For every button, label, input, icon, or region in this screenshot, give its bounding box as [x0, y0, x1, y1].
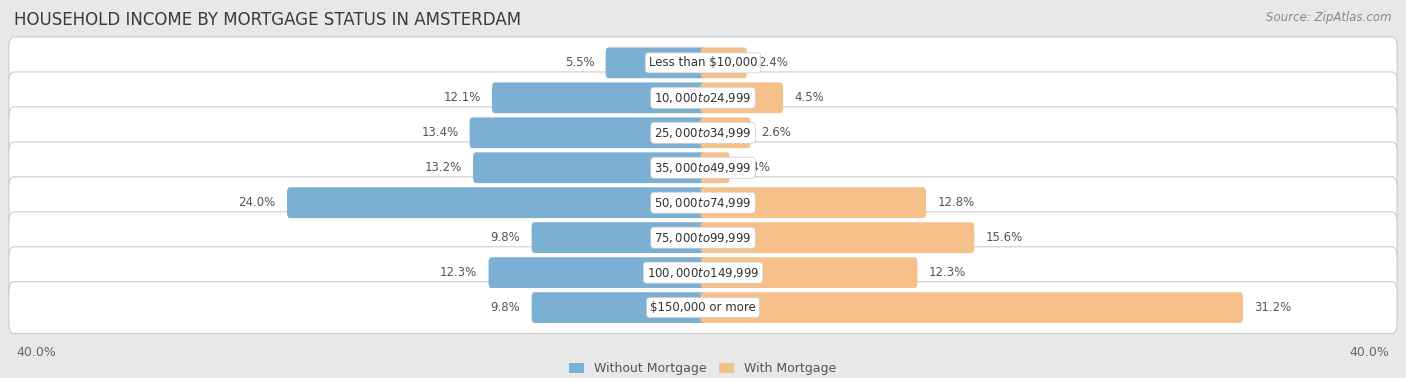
- Text: 9.8%: 9.8%: [491, 231, 520, 244]
- FancyBboxPatch shape: [531, 292, 706, 323]
- FancyBboxPatch shape: [531, 222, 706, 253]
- Text: 15.6%: 15.6%: [986, 231, 1022, 244]
- Text: 12.3%: 12.3%: [928, 266, 966, 279]
- Text: $25,000 to $34,999: $25,000 to $34,999: [654, 126, 752, 140]
- Legend: Without Mortgage, With Mortgage: Without Mortgage, With Mortgage: [564, 357, 842, 378]
- FancyBboxPatch shape: [8, 107, 1398, 159]
- FancyBboxPatch shape: [8, 247, 1398, 299]
- FancyBboxPatch shape: [700, 257, 918, 288]
- Text: 40.0%: 40.0%: [1350, 346, 1389, 359]
- Text: 12.8%: 12.8%: [938, 196, 974, 209]
- Text: 40.0%: 40.0%: [17, 346, 56, 359]
- Text: Source: ZipAtlas.com: Source: ZipAtlas.com: [1267, 11, 1392, 24]
- FancyBboxPatch shape: [700, 187, 927, 218]
- Text: 24.0%: 24.0%: [239, 196, 276, 209]
- Text: 1.4%: 1.4%: [741, 161, 770, 174]
- FancyBboxPatch shape: [700, 222, 974, 253]
- Text: 13.4%: 13.4%: [422, 126, 458, 139]
- FancyBboxPatch shape: [606, 48, 706, 78]
- Text: $50,000 to $74,999: $50,000 to $74,999: [654, 196, 752, 210]
- FancyBboxPatch shape: [8, 142, 1398, 194]
- Text: 13.2%: 13.2%: [425, 161, 461, 174]
- Text: 12.1%: 12.1%: [443, 91, 481, 104]
- FancyBboxPatch shape: [8, 282, 1398, 333]
- FancyBboxPatch shape: [700, 292, 1243, 323]
- Text: 2.4%: 2.4%: [758, 56, 787, 69]
- FancyBboxPatch shape: [472, 152, 706, 183]
- Text: 12.3%: 12.3%: [440, 266, 478, 279]
- Text: $35,000 to $49,999: $35,000 to $49,999: [654, 161, 752, 175]
- FancyBboxPatch shape: [700, 82, 783, 113]
- FancyBboxPatch shape: [700, 118, 751, 148]
- Text: $75,000 to $99,999: $75,000 to $99,999: [654, 231, 752, 245]
- Text: Less than $10,000: Less than $10,000: [648, 56, 758, 69]
- Text: $150,000 or more: $150,000 or more: [650, 301, 756, 314]
- Text: $10,000 to $24,999: $10,000 to $24,999: [654, 91, 752, 105]
- Text: $100,000 to $149,999: $100,000 to $149,999: [647, 266, 759, 280]
- FancyBboxPatch shape: [287, 187, 706, 218]
- FancyBboxPatch shape: [8, 212, 1398, 263]
- Text: 31.2%: 31.2%: [1254, 301, 1291, 314]
- FancyBboxPatch shape: [700, 48, 747, 78]
- Text: HOUSEHOLD INCOME BY MORTGAGE STATUS IN AMSTERDAM: HOUSEHOLD INCOME BY MORTGAGE STATUS IN A…: [14, 11, 522, 29]
- Text: 9.8%: 9.8%: [491, 301, 520, 314]
- Text: 2.6%: 2.6%: [762, 126, 792, 139]
- FancyBboxPatch shape: [8, 72, 1398, 124]
- FancyBboxPatch shape: [488, 257, 706, 288]
- FancyBboxPatch shape: [8, 177, 1398, 229]
- FancyBboxPatch shape: [470, 118, 706, 148]
- Text: 5.5%: 5.5%: [565, 56, 595, 69]
- FancyBboxPatch shape: [8, 37, 1398, 89]
- FancyBboxPatch shape: [700, 152, 730, 183]
- FancyBboxPatch shape: [492, 82, 706, 113]
- Text: 4.5%: 4.5%: [794, 91, 824, 104]
